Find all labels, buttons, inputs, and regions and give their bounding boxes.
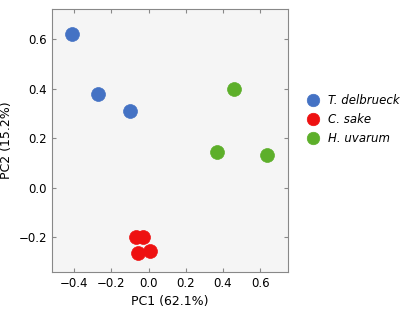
Point — [140, 235, 146, 240]
Y-axis label: PC2 (15.2%): PC2 (15.2%) — [0, 102, 13, 180]
X-axis label: PC1 (62.1%): PC1 (62.1%) — [131, 295, 209, 308]
Point — [231, 86, 237, 91]
Point — [264, 153, 270, 158]
Point — [132, 235, 139, 240]
Point — [95, 91, 102, 96]
Point — [214, 149, 220, 154]
Point — [135, 251, 142, 256]
Legend: T. delbrueckii, C. sake, H. uvarum: T. delbrueckii, C. sake, H. uvarum — [296, 90, 400, 150]
Point — [147, 248, 154, 253]
Point — [69, 32, 76, 36]
Point — [127, 108, 133, 113]
